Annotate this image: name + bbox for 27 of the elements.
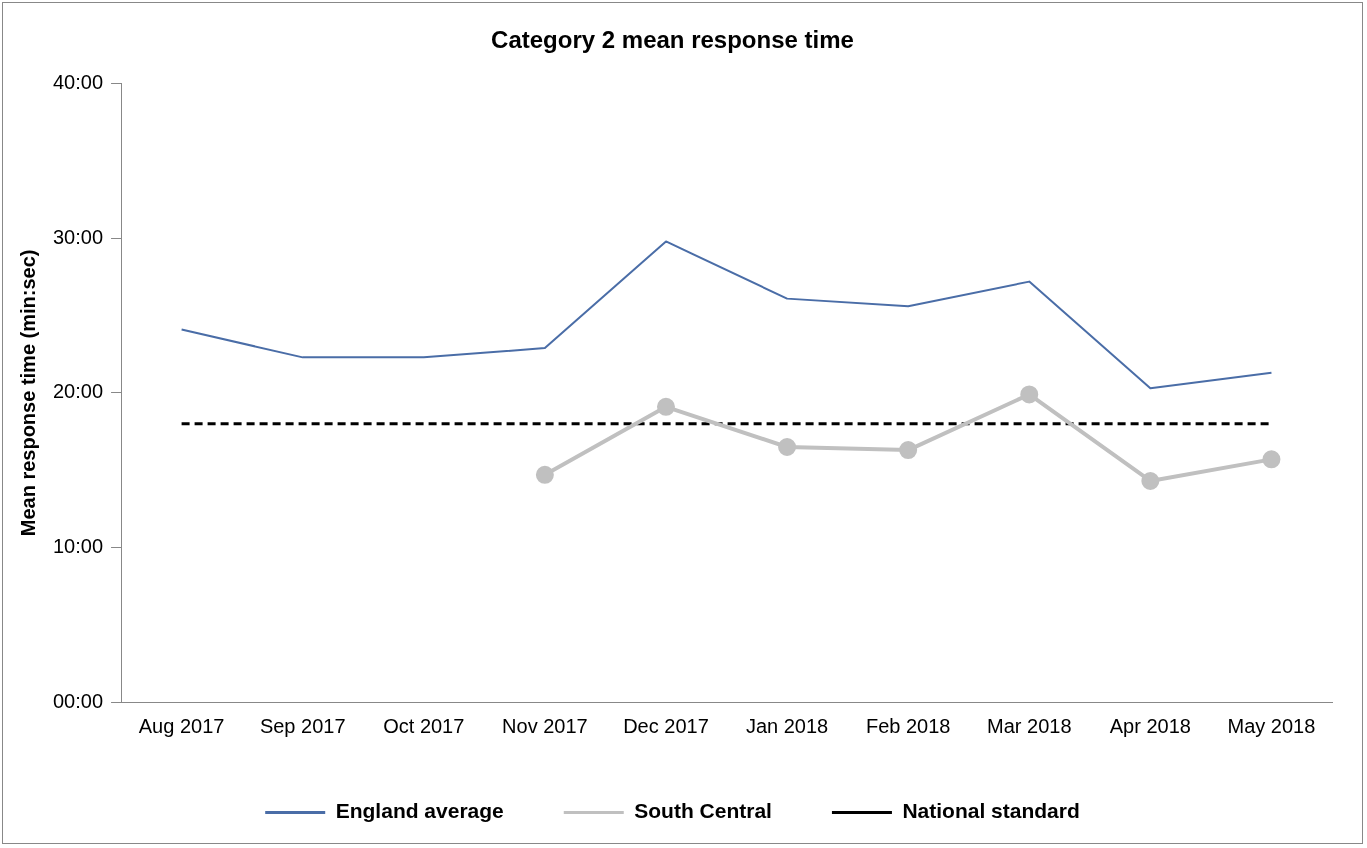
point xyxy=(1020,385,1039,404)
y-axis-title: Mean response time (min:sec) xyxy=(16,249,39,537)
y-tick-label: 30:00 xyxy=(52,225,104,248)
x-tick-label: Oct 2017 xyxy=(383,714,465,737)
point xyxy=(656,397,675,416)
x-tick-label: Mar 2018 xyxy=(987,714,1072,737)
y-tick-label: 20:00 xyxy=(52,380,104,403)
legend-label: England average xyxy=(335,799,504,823)
point xyxy=(535,465,554,484)
point xyxy=(899,441,918,460)
x-tick-label: Apr 2018 xyxy=(1109,714,1191,737)
x-tick-label: Jan 2018 xyxy=(745,714,829,737)
legend-label: South Central xyxy=(634,799,772,823)
y-tick-label: 40:00 xyxy=(52,71,104,94)
point xyxy=(1262,450,1281,469)
y-tick-label: 10:00 xyxy=(52,534,104,557)
x-tick-label: Nov 2017 xyxy=(502,714,588,737)
y-tick-label: 00:00 xyxy=(52,689,104,712)
legend-label: National standard xyxy=(902,799,1080,823)
x-tick-label: Feb 2018 xyxy=(865,714,951,737)
point xyxy=(1141,471,1160,490)
x-tick-label: Sep 2017 xyxy=(259,714,346,737)
chart-title: Category 2 mean response time xyxy=(491,26,854,54)
x-tick-label: Dec 2017 xyxy=(623,714,709,737)
x-tick-label: Aug 2017 xyxy=(138,714,225,737)
point xyxy=(778,437,797,456)
x-tick-label: May 2018 xyxy=(1227,714,1316,737)
